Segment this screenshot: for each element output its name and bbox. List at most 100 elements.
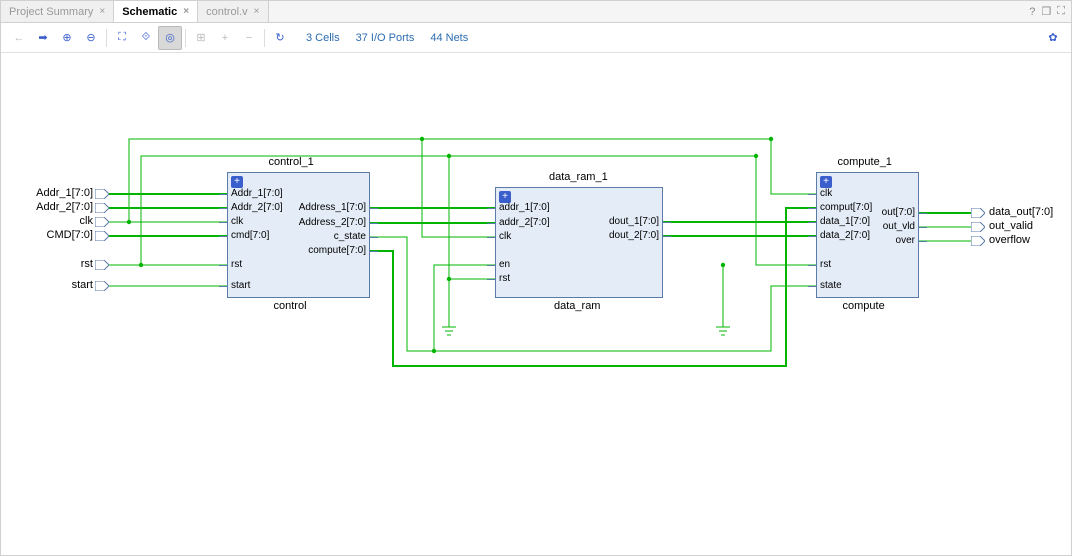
pin-stub: [487, 223, 495, 224]
fit-button[interactable]: ⛶: [110, 26, 134, 50]
pin-stub: [370, 208, 378, 209]
block-module-label: compute: [843, 300, 885, 312]
input-port-marker[interactable]: [95, 231, 109, 241]
stat-nets[interactable]: 44 Nets: [430, 32, 468, 44]
regenerate-button[interactable]: ↻: [268, 26, 292, 50]
input-port-label: rst: [17, 258, 93, 270]
output-port-marker[interactable]: [971, 236, 985, 246]
stat-cells[interactable]: 3 Cells: [306, 32, 340, 44]
zoom-out-button[interactable]: ⊖: [79, 26, 103, 50]
help-icon[interactable]: ?: [1029, 6, 1035, 18]
maximize-icon[interactable]: ⛶: [1057, 5, 1065, 18]
zoom-in-button[interactable]: ⊕: [55, 26, 79, 50]
input-port-marker[interactable]: [95, 217, 109, 227]
output-port-marker[interactable]: [971, 222, 985, 232]
pin-label: clk: [820, 188, 832, 199]
toolbar-separator: [264, 29, 265, 47]
pin-stub: [663, 222, 671, 223]
toolbar-buttons: ←➡⊕⊖⛶⟐◎⊞+−↻: [7, 26, 292, 50]
pin-stub: [808, 208, 816, 209]
pin-label: c_state: [290, 231, 366, 242]
expand-button: ⊞: [189, 26, 213, 50]
pin-stub: [219, 265, 227, 266]
wires-layer: [1, 53, 1071, 555]
stats: 3 Cells 37 I/O Ports 44 Nets: [306, 32, 468, 44]
junction: [127, 220, 131, 224]
pin-stub: [487, 265, 495, 266]
input-port-label: Addr_1[7:0]: [17, 187, 93, 199]
input-port-marker[interactable]: [95, 281, 109, 291]
wire: [434, 265, 495, 351]
block-instance-label: control_1: [269, 156, 314, 168]
pin-stub: [808, 286, 816, 287]
pin-label: Address_2[7:0]: [290, 217, 366, 228]
pin-stub: [370, 251, 378, 252]
junction: [432, 349, 436, 353]
pin-stub: [808, 222, 816, 223]
junction: [139, 263, 143, 267]
restore-icon[interactable]: ❐: [1041, 5, 1051, 18]
input-port-label: start: [17, 279, 93, 291]
expand-icon[interactable]: +: [231, 176, 243, 188]
pin-label: over: [839, 235, 915, 246]
pin-stub: [487, 237, 495, 238]
output-port-label: data_out[7:0]: [989, 206, 1053, 218]
tab-control-v[interactable]: control.v ×: [198, 1, 268, 22]
input-port-marker[interactable]: [95, 189, 109, 199]
pin-stub: [808, 194, 816, 195]
pin-stub: [219, 222, 227, 223]
close-icon[interactable]: ×: [99, 6, 105, 17]
pin-label: Addr_2[7:0]: [231, 202, 283, 213]
block-module-label: data_ram: [554, 300, 600, 312]
pin-label: en: [499, 259, 510, 270]
junction: [754, 154, 758, 158]
tab-schematic[interactable]: Schematic ×: [114, 1, 198, 22]
junction: [447, 277, 451, 281]
output-port-marker[interactable]: [971, 208, 985, 218]
pin-stub: [663, 236, 671, 237]
toolbar-separator: [185, 29, 186, 47]
pin-label: out[7:0]: [839, 207, 915, 218]
junction: [420, 137, 424, 141]
stat-ports[interactable]: 37 I/O Ports: [356, 32, 415, 44]
pin-label: rst: [231, 259, 242, 270]
wire: [449, 156, 495, 279]
output-port-label: overflow: [989, 234, 1030, 246]
close-icon[interactable]: ×: [183, 6, 189, 17]
junction: [721, 263, 725, 267]
pin-stub: [487, 208, 495, 209]
output-port-label: out_valid: [989, 220, 1033, 232]
forward-button[interactable]: ➡: [31, 26, 55, 50]
pin-stub: [487, 279, 495, 280]
input-port-marker[interactable]: [95, 203, 109, 213]
settings-icon[interactable]: ✿: [1041, 26, 1065, 50]
toolbar-separator: [106, 29, 107, 47]
tabbar-right-icons: ? ❐ ⛶: [1029, 1, 1071, 22]
block-module-label: control: [274, 300, 307, 312]
tab-project-summary[interactable]: Project Summary ×: [1, 1, 114, 22]
expand-icon[interactable]: +: [820, 176, 832, 188]
pin-stub: [370, 223, 378, 224]
pin-label: rst: [820, 259, 831, 270]
pin-label: addr_1[7:0]: [499, 202, 550, 213]
fit-selection-button[interactable]: ⟐: [134, 26, 158, 50]
pin-label: compute[7:0]: [290, 245, 366, 256]
autofit-button[interactable]: ◎: [158, 26, 182, 50]
pin-stub: [370, 237, 378, 238]
pin-stub: [808, 236, 816, 237]
input-port-marker[interactable]: [95, 260, 109, 270]
block-instance-label: compute_1: [838, 156, 892, 168]
pin-label: cmd[7:0]: [231, 230, 269, 241]
pin-stub: [808, 265, 816, 266]
close-icon[interactable]: ×: [254, 6, 260, 17]
pin-label: out_vld: [839, 221, 915, 232]
pin-label: Address_1[7:0]: [290, 202, 366, 213]
wire: [422, 139, 495, 237]
back-button: ←: [7, 26, 31, 50]
pin-stub: [919, 213, 927, 214]
junction: [447, 154, 451, 158]
schematic-canvas[interactable]: control_1+controlAddr_1[7:0]Addr_2[7:0]c…: [1, 53, 1071, 555]
block-instance-label: data_ram_1: [549, 171, 608, 183]
toolbar-right: ✿: [1041, 26, 1065, 50]
input-port-label: CMD[7:0]: [17, 229, 93, 241]
